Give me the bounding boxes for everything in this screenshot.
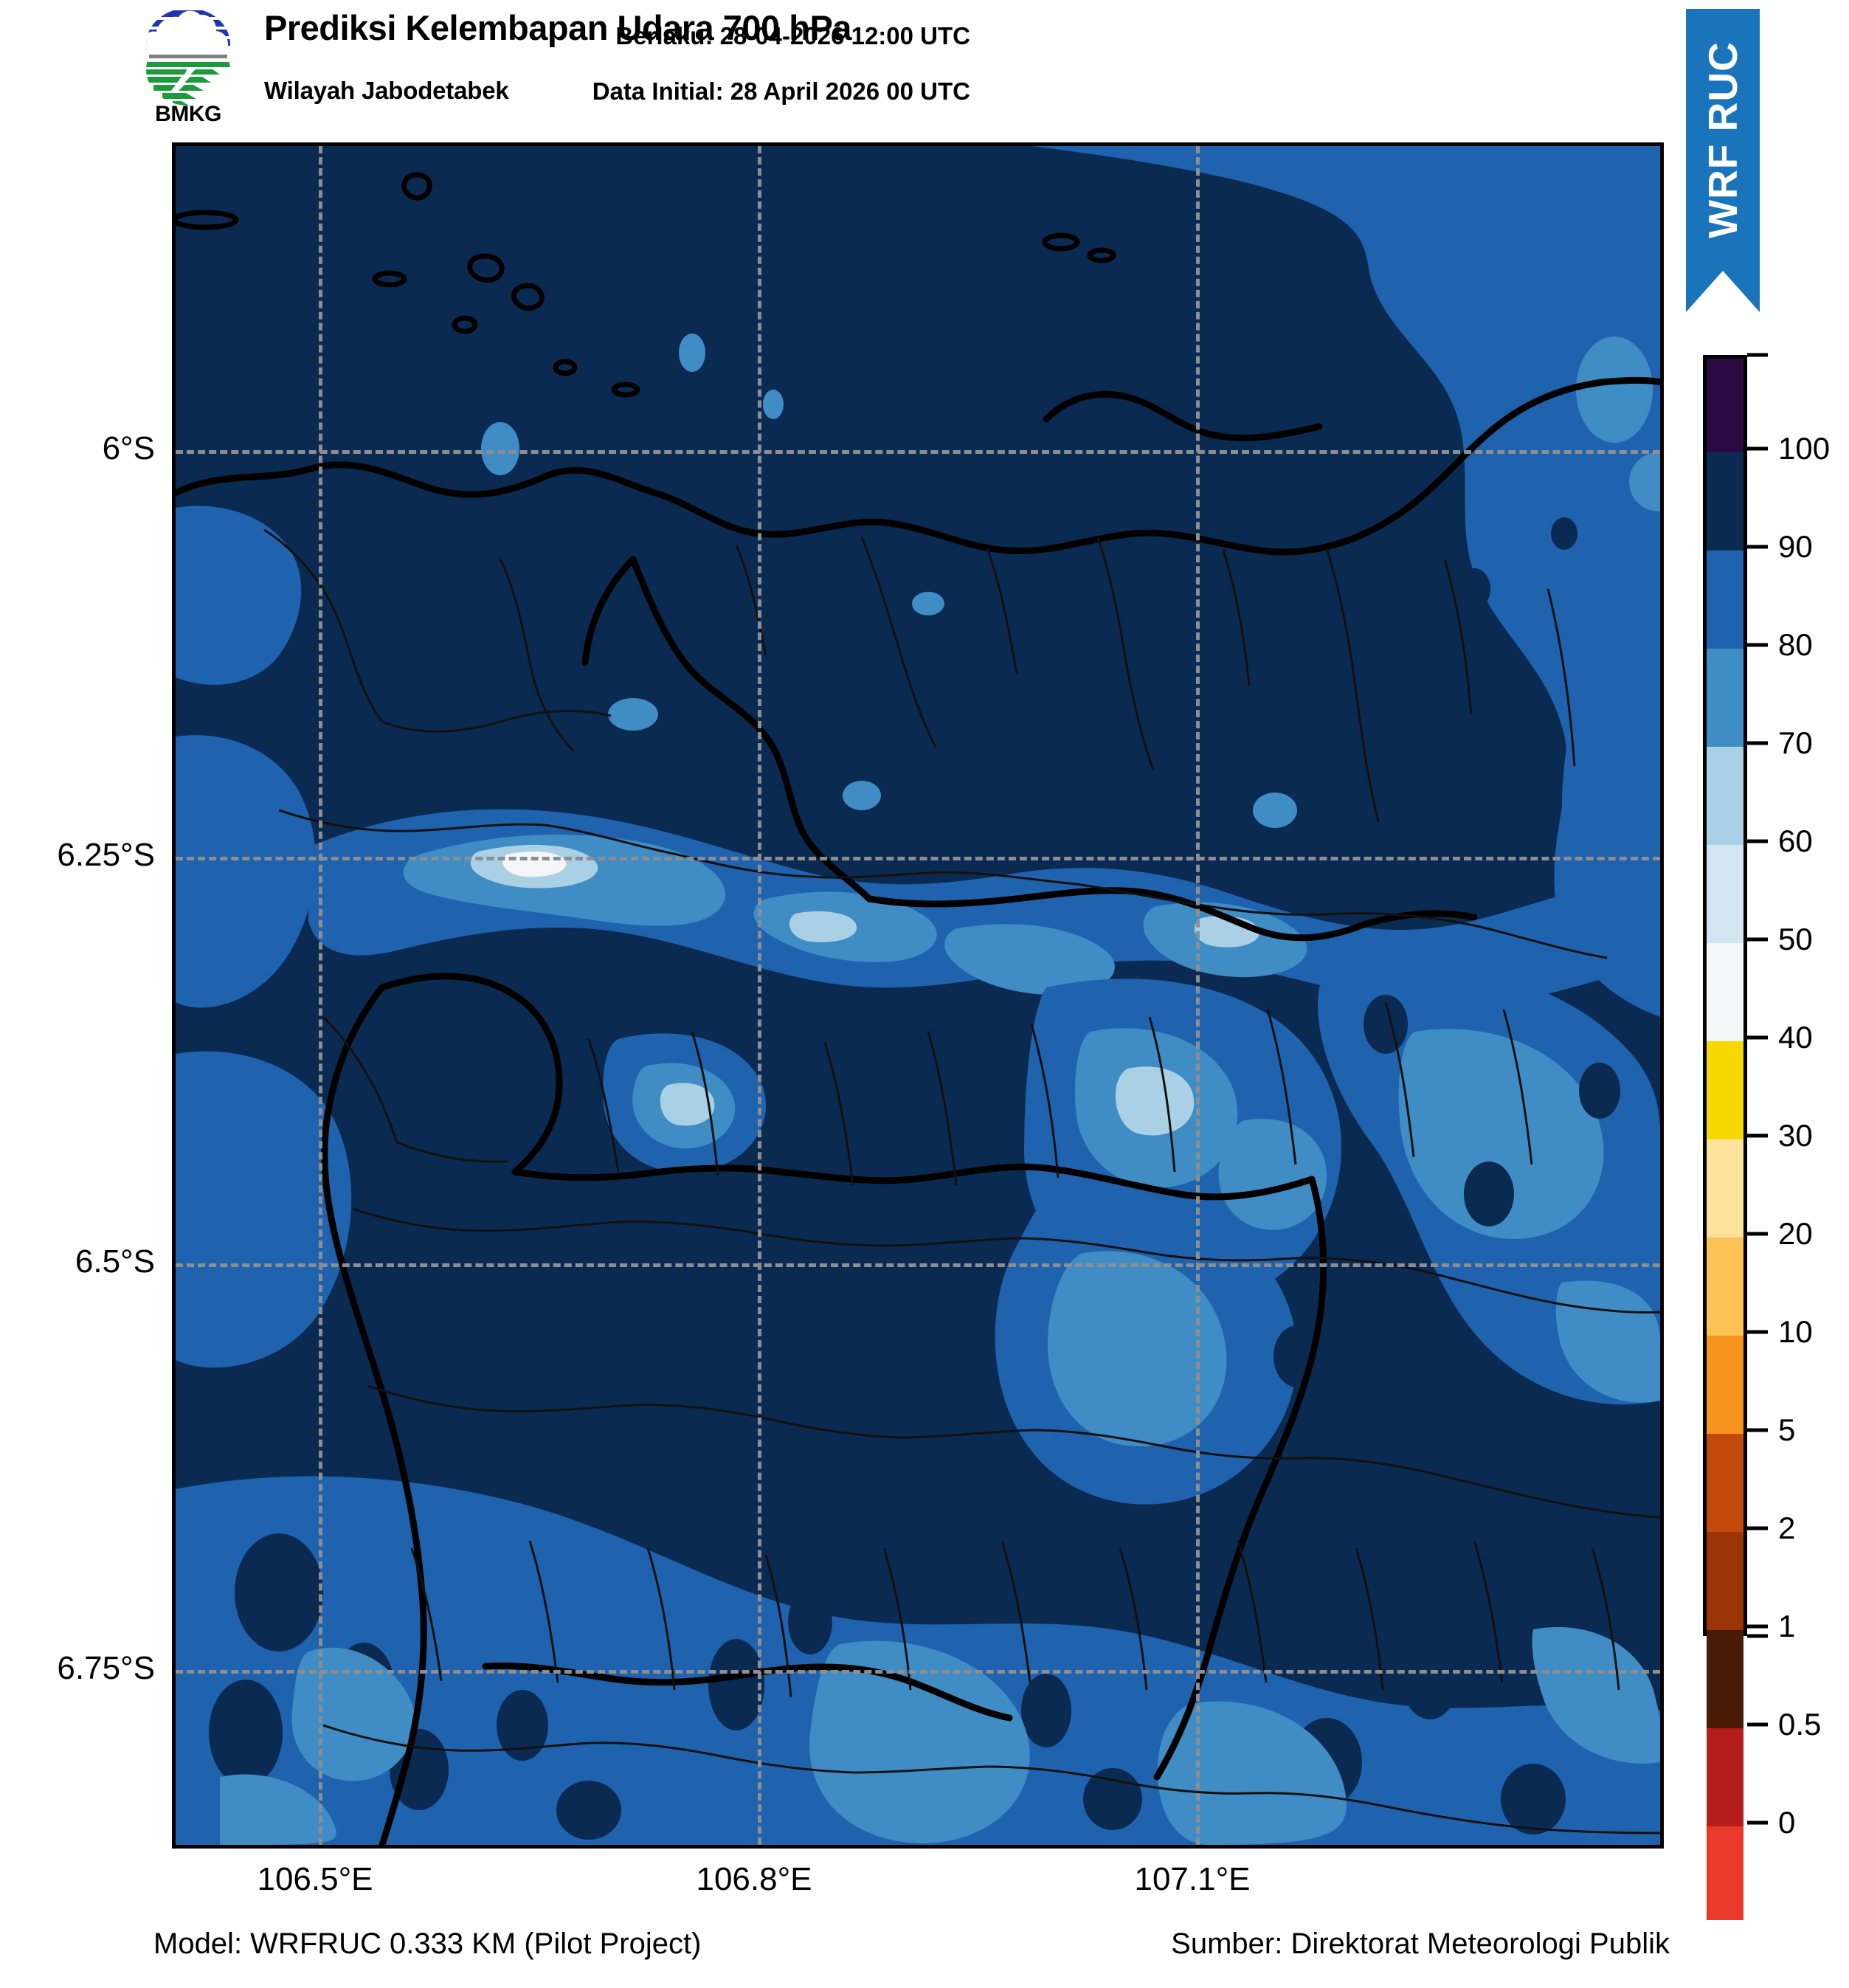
colorbar-segment: [1707, 943, 1743, 1041]
colorbar-tick-label-2: 80: [1778, 627, 1813, 662]
colorbar-tick: [1747, 839, 1768, 843]
colorbar-segment: [1707, 1826, 1743, 1920]
colorbar-segment: [1707, 1728, 1743, 1826]
page-subtitle: Wilayah Jabodetabek: [264, 77, 509, 104]
humidity-contour-field: [176, 146, 1660, 1845]
colorbar-tick-group: 100 90 80 70 60 50 40 30 20 10 5 2 1 0.5…: [1747, 353, 1849, 1840]
initial-time-label: Data Initial: 28 April 2026 00 UTC: [592, 77, 970, 105]
colorbar-tick: [1747, 1634, 1768, 1638]
colorbar-tick: [1747, 1035, 1768, 1040]
ribbon-notch-icon: [1686, 271, 1760, 312]
bmkg-logo-divider: [149, 55, 227, 58]
colorbar-segment: [1707, 845, 1743, 943]
lat-tick-label-3: 6.75°S: [57, 1650, 155, 1686]
bmkg-logo: BMKG: [145, 7, 232, 129]
colorbar-tick: [1747, 1428, 1768, 1432]
colorbar-tick: [1747, 1722, 1768, 1727]
header-bar: BMKG Prediksi Kelembapan Udara 700 hPa W…: [0, 0, 1849, 140]
footer-model-label: Model: WRFRUC 0.333 KM (Pilot Project): [153, 1927, 702, 1960]
bmkg-logo-label: BMKG: [155, 102, 221, 126]
colorbar-segment: [1707, 747, 1743, 845]
colorbar-tick: [1747, 446, 1768, 451]
colorbar-segment: [1707, 1434, 1743, 1532]
colorbar-tick-label-8: 20: [1778, 1216, 1813, 1251]
colorbar-segment: [1707, 1532, 1743, 1630]
lat-tick-label-1: 6.25°S: [57, 837, 155, 873]
colorbar-tick: [1747, 1133, 1768, 1138]
valid-time-label: Berlaku: 28-04-2026 12:00 UTC: [615, 22, 970, 49]
page-title: Prediksi Kelembapan Udara 700 hPa: [264, 8, 851, 47]
colorbar-tick-label-0: 100: [1778, 431, 1831, 466]
colorbar-segment: [1707, 1041, 1743, 1139]
colorbar-tick-label-13: 0.5: [1778, 1707, 1822, 1742]
bmkg-land-icon: [145, 61, 232, 106]
ribbon-label: WRF RUC: [1700, 41, 1746, 238]
lon-tick-label-2: 107.1°E: [1134, 1861, 1251, 1897]
colorbar-segment: [1707, 1336, 1743, 1434]
humidity-map-plot[interactable]: [172, 142, 1664, 1849]
colorbar-segment: [1707, 649, 1743, 747]
colorbar-tick: [1747, 353, 1768, 357]
colorbar-tick: [1747, 1526, 1768, 1530]
colorbar-tick-label-4: 60: [1778, 824, 1813, 858]
colorbar-tick: [1747, 1820, 1768, 1825]
colorbar-tick-label-9: 10: [1778, 1314, 1813, 1349]
colorbar-tick: [1747, 643, 1768, 647]
lat-tick-label-2: 6.5°S: [75, 1243, 155, 1280]
colorbar-segment: [1707, 551, 1743, 649]
colorbar-segment: [1707, 359, 1743, 452]
colorbar-segment: [1707, 1139, 1743, 1238]
bmkg-cloud-icon: [145, 7, 232, 53]
colorbar-segment: [1707, 452, 1743, 551]
colorbar-tick-label-10: 5: [1778, 1412, 1796, 1447]
colorbar-tick: [1747, 937, 1768, 942]
ribbon-body: [1686, 9, 1760, 271]
colorbar-tick: [1747, 1624, 1768, 1629]
colorbar-tick: [1747, 741, 1768, 745]
colorbar-tick-label-14: 0: [1778, 1805, 1796, 1840]
colorbar-tick-label-12: 1: [1778, 1609, 1796, 1643]
colorbar-tick-label-11: 2: [1778, 1511, 1796, 1545]
colorbar-segment: [1707, 1238, 1743, 1336]
colorbar-tick-label-5: 50: [1778, 922, 1813, 956]
colorbar-tick: [1747, 1330, 1768, 1334]
colorbar-segment: [1707, 1630, 1743, 1728]
colorbar-tick-label-1: 90: [1778, 529, 1813, 564]
colorbar-tick-label-3: 70: [1778, 725, 1813, 760]
wrf-ruc-ribbon: WRF RUC: [1686, 9, 1760, 312]
lon-tick-label-1: 106.8°E: [696, 1861, 812, 1897]
lat-tick-label-0: 6°S: [102, 430, 155, 466]
humidity-colorbar[interactable]: [1703, 355, 1747, 1920]
colorbar-tick-label-6: 40: [1778, 1020, 1813, 1055]
lon-tick-label-0: 106.5°E: [257, 1861, 373, 1897]
colorbar-tick: [1747, 1232, 1768, 1236]
colorbar-tick: [1747, 545, 1768, 549]
footer-source-label: Sumber: Direktorat Meteorologi Publik: [1171, 1927, 1670, 1960]
colorbar-tick-label-7: 30: [1778, 1118, 1813, 1153]
